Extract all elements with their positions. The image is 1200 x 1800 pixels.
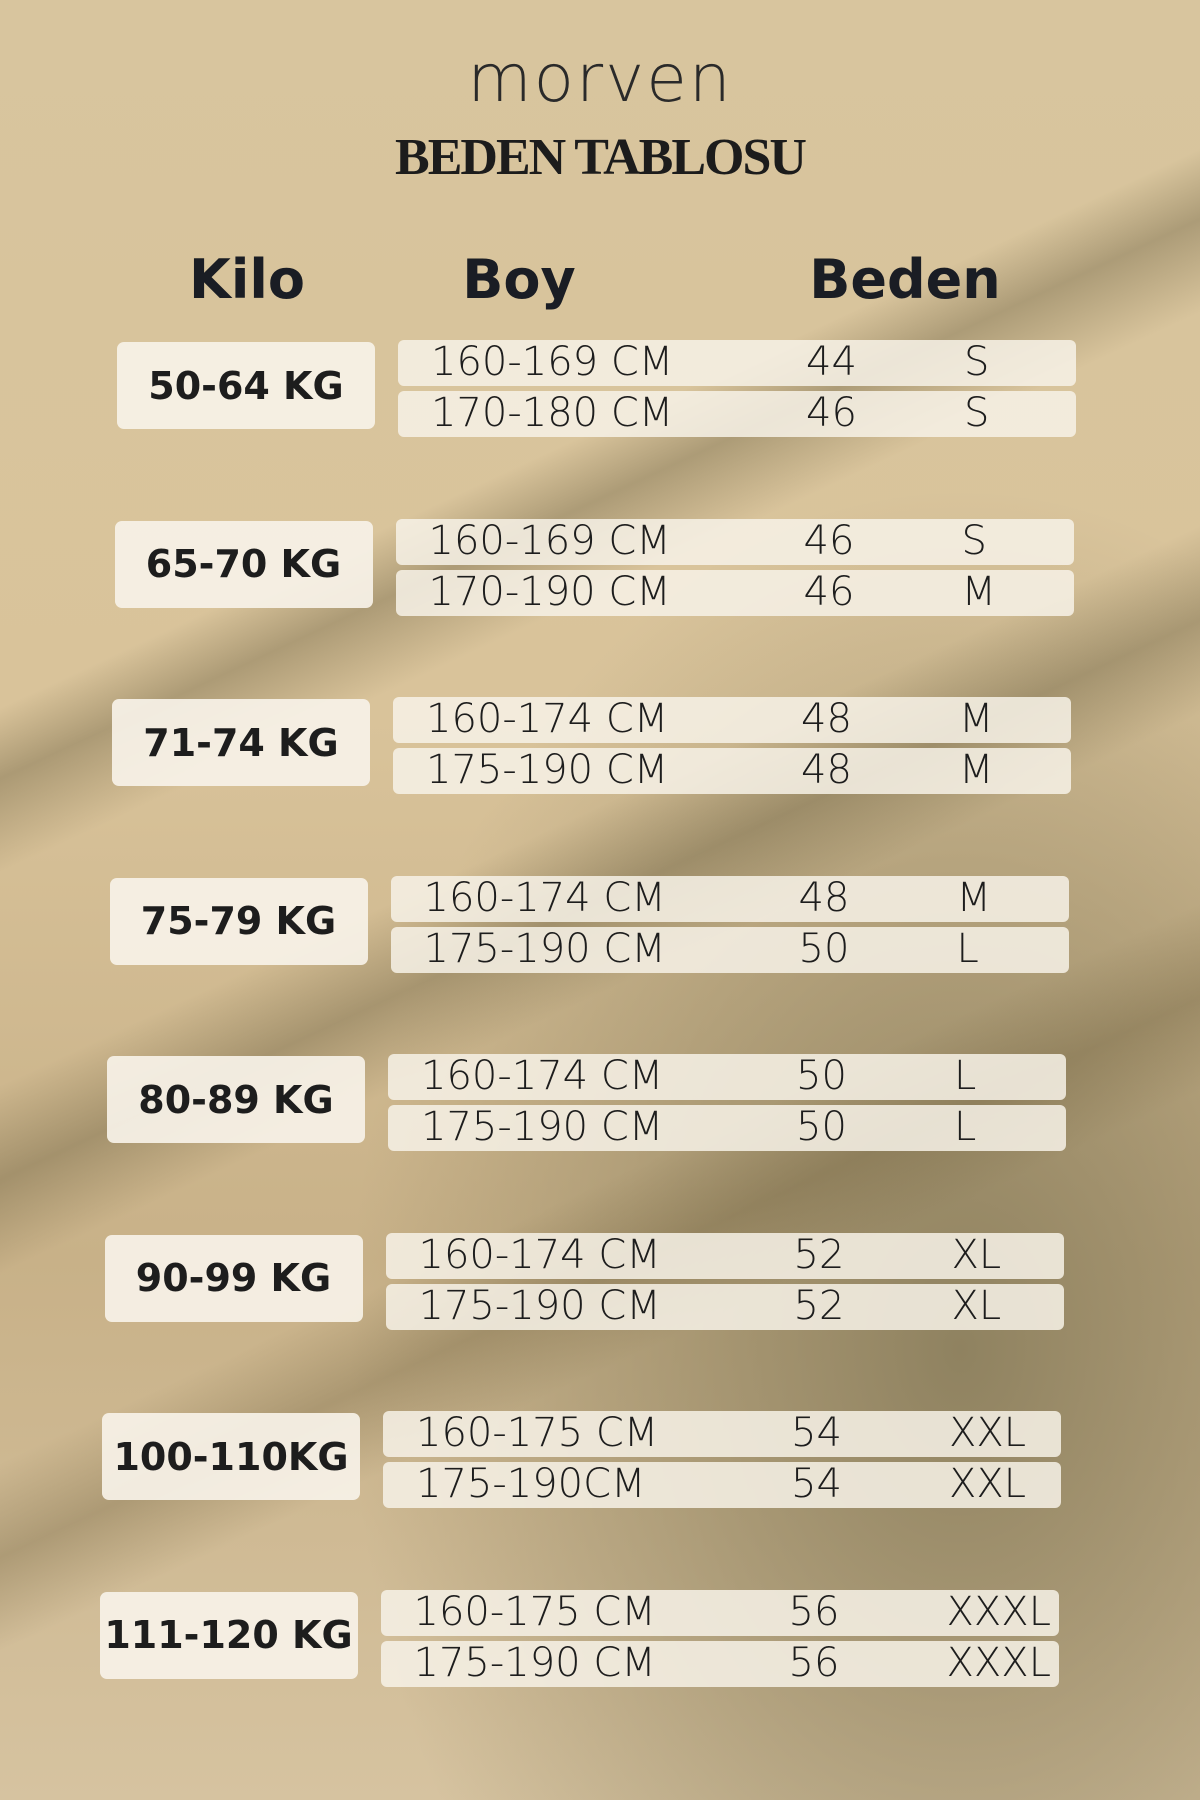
height-range: 175-190 CM xyxy=(413,1639,656,1686)
height-range: 175-190 CM xyxy=(418,1282,661,1329)
size-letter: L xyxy=(954,1053,977,1099)
size-letter: XXL xyxy=(949,1461,1027,1507)
size-number: 56 xyxy=(788,1588,840,1635)
table-row: 175-190 CM 56 XXXL xyxy=(380,1639,1059,1687)
size-letter: XL xyxy=(951,1231,1002,1278)
height-range: 160-169 CM xyxy=(428,517,671,564)
header-boy: Boy xyxy=(462,248,576,311)
table-row: 170-180 CM 46 S xyxy=(398,390,1076,437)
size-number: 52 xyxy=(793,1231,845,1278)
size-number: 46 xyxy=(803,568,855,615)
table-row: 175-190CM 54 XXL xyxy=(383,1461,1061,1508)
size-number: 52 xyxy=(793,1282,845,1329)
weight-range: 65-70 KG xyxy=(114,520,373,608)
weight-range: 71-74 KG xyxy=(112,699,370,786)
size-number: 44 xyxy=(806,339,857,385)
height-range: 160-174 CM xyxy=(426,696,669,742)
height-range: 175-190 CM xyxy=(426,747,669,793)
size-letter: M xyxy=(956,874,992,921)
size-letter: XXL xyxy=(949,1410,1027,1456)
table-row: 160-175 CM 56 XXXL xyxy=(380,1588,1059,1636)
size-number: 50 xyxy=(798,925,850,972)
weight-range: 100-110KG xyxy=(102,1413,360,1500)
height-range: 160-175 CM xyxy=(416,1410,659,1456)
table-row: 175-190 CM 50 L xyxy=(390,925,1069,973)
size-letter: M xyxy=(961,568,997,615)
size-letter: XXXL xyxy=(946,1588,1052,1635)
size-number: 46 xyxy=(806,390,857,436)
table-row: 160-169 CM 46 S xyxy=(395,517,1074,565)
height-range: 160-174 CM xyxy=(421,1053,664,1099)
size-number: 56 xyxy=(788,1639,840,1686)
size-letter: S xyxy=(964,339,990,385)
size-letter: M xyxy=(959,696,994,742)
size-number: 54 xyxy=(791,1410,842,1456)
size-letter: S xyxy=(964,390,990,436)
height-range: 160-175 CM xyxy=(413,1588,656,1635)
size-number: 48 xyxy=(801,696,852,742)
height-range: 175-190CM xyxy=(416,1461,646,1507)
table-row: 175-190 CM 52 XL xyxy=(385,1282,1064,1330)
size-number: 48 xyxy=(801,747,852,793)
size-number: 48 xyxy=(798,874,850,921)
height-range: 170-180 CM xyxy=(431,390,674,436)
weight-range: 50-64 KG xyxy=(117,342,375,429)
size-number: 50 xyxy=(796,1104,847,1150)
height-range: 170-190 CM xyxy=(428,568,671,615)
height-range: 175-190 CM xyxy=(423,925,666,972)
table-row: 160-174 CM 50 L xyxy=(388,1053,1066,1100)
size-number: 50 xyxy=(796,1053,847,1099)
weight-range: 90-99 KG xyxy=(104,1234,363,1322)
header-kilo: Kilo xyxy=(189,248,305,311)
table-row: 160-169 CM 44 S xyxy=(398,339,1076,386)
table-row: 175-190 CM 48 M xyxy=(393,747,1071,794)
size-number: 54 xyxy=(791,1461,842,1507)
height-range: 160-169 CM xyxy=(431,339,674,385)
weight-range: 111-120 KG xyxy=(99,1591,358,1679)
size-letter: L xyxy=(956,925,979,972)
table-row: 160-174 CM 48 M xyxy=(393,696,1071,743)
table-row: 170-190 CM 46 M xyxy=(395,568,1074,616)
height-range: 160-174 CM xyxy=(423,874,666,921)
size-letter: XL xyxy=(951,1282,1002,1329)
weight-range: 75-79 KG xyxy=(109,877,368,965)
size-letter: S xyxy=(961,517,987,564)
size-number: 46 xyxy=(803,517,855,564)
size-letter: L xyxy=(954,1104,977,1150)
table-row: 160-174 CM 52 XL xyxy=(385,1231,1064,1279)
height-range: 160-174 CM xyxy=(418,1231,661,1278)
size-letter: XXXL xyxy=(946,1639,1052,1686)
weight-range: 80-89 KG xyxy=(107,1056,365,1143)
brand-logo: morven xyxy=(467,40,733,117)
height-range: 175-190 CM xyxy=(421,1104,664,1150)
size-letter: M xyxy=(959,747,994,793)
header-beden: Beden xyxy=(809,248,1001,311)
table-row: 160-174 CM 48 M xyxy=(390,874,1069,922)
table-row: 160-175 CM 54 XXL xyxy=(383,1410,1061,1457)
page-title: BEDEN TABLOSU xyxy=(395,129,807,186)
table-row: 175-190 CM 50 L xyxy=(388,1104,1066,1151)
